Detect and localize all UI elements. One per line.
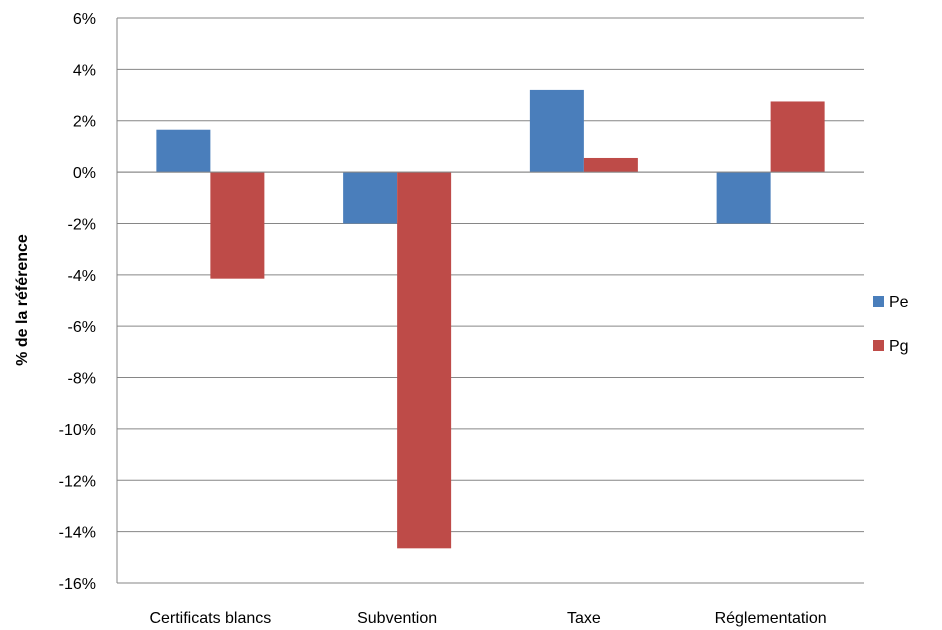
x-tick-label: Réglementation [715, 610, 827, 627]
y-tick-label: -14% [59, 525, 96, 542]
legend-swatch-pe [873, 296, 884, 307]
legend-label-pe: Pe [889, 294, 909, 311]
legend: Pe Pg [873, 294, 909, 355]
y-tick-label: 2% [73, 114, 96, 131]
y-tick-label: -6% [68, 319, 96, 336]
y-tick-label: -2% [68, 216, 96, 233]
axes [116, 18, 864, 583]
bar-pg [583, 157, 638, 173]
y-axis-label: % de la référence [14, 234, 31, 366]
y-tick-label: -4% [68, 268, 96, 285]
y-tick-label: -16% [59, 576, 96, 593]
y-tick-label: 6% [73, 11, 96, 28]
y-tick-label: -8% [68, 371, 96, 388]
x-tick-labels: Certificats blancs Subvention Taxe Réglemen… [149, 610, 826, 627]
bar-pg [210, 172, 265, 279]
bar-pg [770, 101, 825, 173]
bar-pe [716, 172, 771, 224]
x-tick-label: Taxe [567, 610, 601, 627]
gridlines [117, 17, 864, 584]
y-tick-label: 4% [73, 62, 96, 79]
bar-pe [343, 172, 398, 224]
x-tick-label: Certificats blancs [149, 610, 271, 627]
y-tick-label: 0% [73, 165, 96, 182]
x-tick-label: Subvention [357, 610, 437, 627]
bar-pe [529, 89, 584, 173]
bar-pe [156, 129, 211, 173]
y-tick-label: -12% [59, 473, 96, 490]
bars [156, 89, 825, 549]
bar-pg [397, 172, 452, 549]
legend-label-pg: Pg [889, 338, 909, 355]
y-tick-labels: 6% 4% 2% 0% -2% -4% -6% -8% -10% -12% -14% -16% [59, 11, 96, 593]
y-tick-label: -10% [59, 422, 96, 439]
legend-swatch-pg [873, 340, 884, 351]
